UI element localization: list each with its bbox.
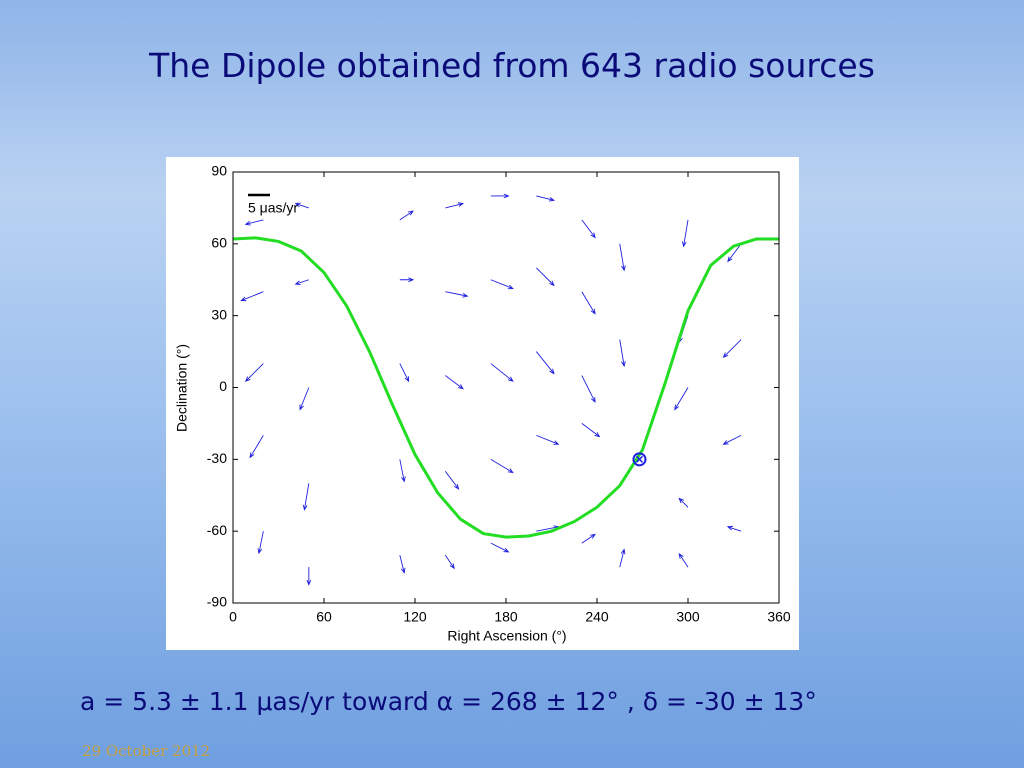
y-tick-label: -90 — [207, 594, 227, 610]
vector-arrow — [619, 339, 626, 368]
vector-arrow — [490, 279, 514, 290]
vector-arrow — [249, 435, 264, 459]
vector-arrow — [444, 554, 455, 570]
vector-arrow — [619, 243, 626, 272]
dipole-cross — [635, 455, 643, 463]
vector-arrow — [678, 497, 689, 508]
vector-arrow — [244, 363, 264, 382]
vector-arrow — [581, 219, 596, 239]
scale-label: 5 μas/yr — [248, 200, 298, 216]
y-axis-label: Declination (°) — [174, 344, 190, 432]
curve — [232, 236, 779, 539]
vector-arrow — [722, 339, 742, 359]
x-tick-label: 360 — [767, 609, 791, 625]
y-tick-label: 0 — [219, 378, 227, 394]
vector-arrow — [726, 525, 742, 532]
x-tick-label: 240 — [585, 609, 609, 625]
vector-arrow — [399, 459, 406, 483]
vector-arrow — [490, 458, 514, 474]
x-tick-label: 300 — [676, 609, 700, 625]
vector-arrow — [536, 434, 560, 445]
vector-arrow — [536, 267, 555, 287]
vector-arrow — [535, 351, 555, 375]
dipole-marker — [632, 452, 647, 467]
vector-arrow — [681, 219, 689, 248]
vector-arrow — [490, 193, 510, 199]
footer-date: 29 October 2012 — [82, 742, 211, 760]
caption: a = 5.3 ± 1.1 μas/yr toward α = 268 ± 12… — [80, 687, 817, 716]
vector-arrow — [619, 548, 626, 568]
vector-arrow — [490, 542, 510, 553]
vector-arrow — [581, 533, 596, 544]
vector-arrow — [294, 279, 309, 285]
vector-arrow — [678, 552, 689, 568]
x-tick-label: 120 — [403, 609, 427, 625]
vector-arrow — [399, 363, 410, 383]
vector-arrow — [674, 387, 689, 411]
x-tick-label: 180 — [494, 609, 518, 625]
vector-arrow — [399, 277, 415, 283]
vector-arrow — [299, 387, 310, 411]
y-tick-label: -60 — [207, 522, 227, 538]
vector-arrow — [240, 291, 264, 302]
x-tick-label: 0 — [229, 609, 237, 625]
vector-arrow — [536, 195, 556, 202]
y-tick-label: 90 — [211, 163, 227, 179]
vector-arrow — [581, 375, 596, 403]
x-tick-label: 60 — [316, 609, 332, 625]
vector-arrow — [399, 210, 414, 221]
vector-arrow — [244, 219, 264, 226]
y-tick-label: 30 — [211, 306, 227, 322]
vector-arrow — [444, 471, 460, 490]
vector-arrow — [306, 567, 312, 586]
vector-arrow — [490, 363, 514, 382]
vector-arrow — [445, 202, 465, 209]
vector-arrow — [294, 202, 309, 209]
vector-arrow — [727, 243, 742, 263]
vector-arrow — [302, 483, 310, 511]
x-axis-label: Right Ascension (°) — [447, 628, 566, 644]
vector-arrow — [581, 291, 596, 315]
vector-arrow — [722, 434, 742, 445]
vector-arrow — [399, 555, 406, 574]
vector-arrow — [257, 531, 264, 555]
y-tick-label: 60 — [211, 235, 227, 251]
chart-background — [166, 157, 799, 650]
vector-arrow — [581, 423, 601, 438]
slide-title: The Dipole obtained from 643 radio sourc… — [149, 46, 875, 85]
vector-arrow — [445, 291, 469, 298]
vector-arrow — [445, 375, 464, 390]
y-tick-label: -30 — [207, 450, 227, 466]
